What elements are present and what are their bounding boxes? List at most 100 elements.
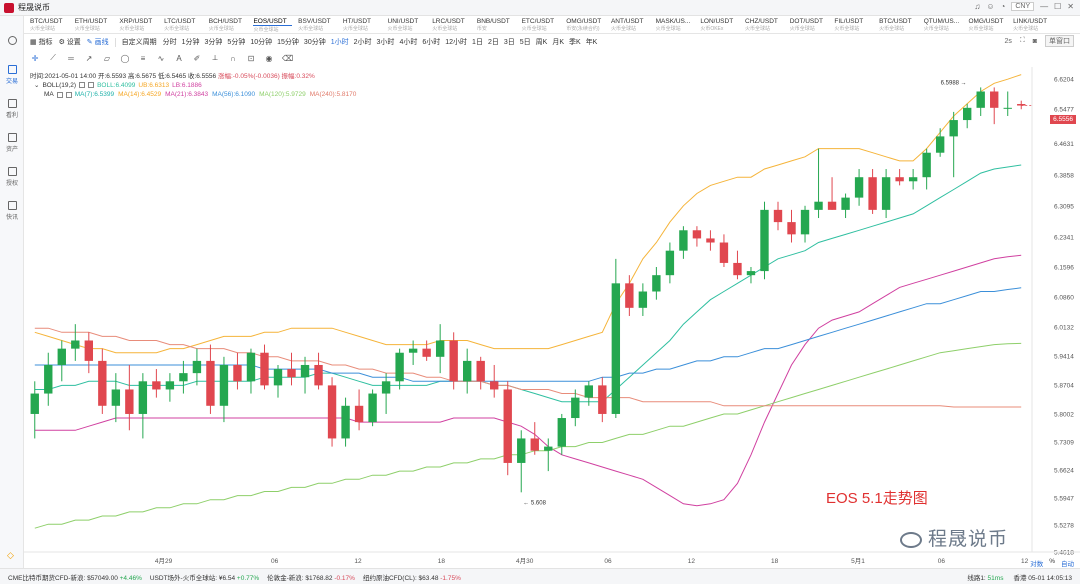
ticker-tab[interactable]: LTC/USDT 火币全球站 [164, 18, 196, 32]
ticker-tab[interactable]: DOT/USDT 火币全球站 [789, 18, 823, 32]
ticker-tab[interactable]: BCH/USDT 火币全球站 [208, 18, 242, 32]
channel-tool-icon[interactable]: ▱ [103, 53, 111, 63]
timeframe-option[interactable]: 分时 [162, 39, 177, 46]
ticker-tab[interactable]: OMG/USDT 币安(永续合约) [566, 18, 602, 32]
ticker-tab[interactable]: ANT/USDT 火币全球站 [610, 18, 644, 32]
ticker-tab[interactable]: CHZ/USDT 火币全球站 [745, 18, 778, 32]
ticker-tab[interactable]: LON/USDT 火币OKEx [700, 18, 734, 32]
fib-tool-icon[interactable]: ≡ [140, 53, 146, 63]
ticker-tab[interactable]: EOS/USDT 火币全球站 [247, 16, 293, 33]
sidebar-item-news[interactable]: 快讯 [0, 194, 24, 228]
timeframe-option[interactable]: 1日 [472, 39, 483, 46]
market-item[interactable]: USDT场外-火币全球站: ¥6.54 +0.77% [149, 574, 260, 582]
ticker-tab[interactable]: OMG/USDT 火币全球站 [968, 18, 1004, 32]
timeframe-option[interactable]: 2小时 [353, 39, 372, 46]
fullscreen-icon[interactable]: ⛶ [1019, 37, 1025, 44]
custom-period-button[interactable]: 自定义周期 [121, 39, 157, 46]
ticker-tab[interactable]: HT/USDT 火币全球站 [342, 18, 371, 32]
settings-button[interactable]: ⚙ 设置 [58, 39, 81, 46]
timeframe-option[interactable]: 3小时 [376, 39, 395, 46]
maximize-icon[interactable]: ☐ [1054, 2, 1062, 11]
ray-tool-icon[interactable]: ↗ [85, 53, 93, 63]
auto-scale-toggle[interactable]: 自动 [1061, 561, 1074, 568]
brush-tool-icon[interactable]: ✐ [193, 53, 201, 63]
timeframe-option[interactable]: 年K [585, 39, 598, 46]
ticker-tab[interactable]: QTUM/US... 火币全球站 [923, 18, 960, 32]
log-scale-toggle[interactable]: 对数 [1030, 561, 1044, 568]
crosshair-icon[interactable]: ✛ [31, 53, 39, 63]
timeframe-option[interactable]: 10分钟 [250, 39, 273, 46]
minimize-icon[interactable]: — [1040, 2, 1049, 11]
ticker-tab[interactable]: LRC/USDT 火币全球站 [432, 18, 465, 32]
ma-legend: MA MA(7):6.5399 MA(14):6.4529 MA(21):6.384… [44, 91, 357, 98]
ticker-tab[interactable]: FIL/USDT 火币全球站 [834, 18, 864, 32]
ticker-tab[interactable]: LINK/USDT 火币全球站 [1013, 18, 1048, 32]
news-icon [7, 201, 17, 210]
lock-tool-icon[interactable]: ⊡ [247, 53, 255, 63]
settings-icon[interactable] [79, 82, 86, 88]
sidebar-item-profit[interactable]: 看利 [0, 92, 24, 126]
close-icon[interactable] [65, 91, 72, 98]
ticker-tab[interactable]: XRP/USDT 火币全球站 [119, 18, 153, 32]
vip-icon[interactable]: ◇ [7, 550, 14, 560]
ticker-tab[interactable]: BTC/USDT 火币全球站 [30, 18, 63, 32]
sidebar-item-trade[interactable]: 交易 [0, 58, 24, 92]
timeframe-option[interactable]: 3分钟 [204, 39, 223, 46]
percent-toggle[interactable]: % [1049, 558, 1055, 565]
candlestick-chart[interactable]: 6.6204 6.5477 6.4631 6.3858 6.3095 6.2341 6.15… [24, 67, 1080, 568]
time-tick-label: 06 [271, 558, 279, 565]
timeframe-option[interactable]: 季K [569, 39, 581, 46]
sidebar-item-auth[interactable]: 授权 [0, 160, 24, 194]
timeframe-option[interactable]: 15分钟 [277, 39, 299, 46]
timeframe-option[interactable]: 5日 [519, 39, 531, 46]
ticker-tab[interactable]: BNB/USDT 币安 [476, 18, 510, 32]
ticker-tab[interactable]: UNI/USDT 火币全球站 [387, 18, 419, 32]
ticker-tab[interactable]: BTC/USDT 火币全球站 [879, 18, 912, 32]
ticker-tab[interactable]: BSV/USDT 火币全球站 [298, 18, 331, 32]
currency-select[interactable]: CNY [1011, 2, 1035, 11]
market-item[interactable]: 纽约原油CFD(CL): $63.48 -1.75% [362, 574, 461, 582]
wave-tool-icon[interactable]: ∿ [157, 53, 165, 63]
timeframe-option[interactable]: 5分钟 [227, 39, 246, 46]
eye-tool-icon[interactable]: ◉ [265, 53, 273, 63]
headset-icon[interactable]: ◔ [1000, 2, 1006, 11]
timeframe-option[interactable]: 3日 [503, 39, 515, 46]
user-icon[interactable]: ☺ [986, 2, 995, 11]
camera-icon[interactable]: ◙ [1032, 37, 1037, 45]
drawing-button[interactable]: ✎ 画线 [86, 39, 109, 46]
timeframe-option[interactable]: 1小时 [330, 39, 349, 46]
timeframe-option[interactable]: 12小时 [445, 39, 468, 46]
magnet-tool-icon[interactable]: ∩ [230, 53, 236, 63]
low-price-label: ← 5.608 [523, 500, 546, 506]
watermark: 程晟说币 [900, 524, 1008, 551]
line-tool-icon[interactable]: ⟋ [50, 53, 56, 62]
indicator-button[interactable]: ▦ 指标 [30, 39, 53, 46]
close-icon[interactable]: ✕ [1067, 2, 1074, 11]
refresh-rate[interactable]: 2s [1004, 37, 1012, 45]
ticker-tab[interactable]: ETC/USDT 火币全球站 [521, 18, 555, 32]
sidebar-item-assets[interactable]: 资产 [0, 126, 24, 160]
collapse-icon[interactable]: ⌄ [34, 82, 40, 89]
current-price-badge: 6.5556 [1050, 115, 1076, 124]
ticker-tab[interactable]: ETH/USDT 火币全球站 [74, 18, 108, 32]
timeframe-option[interactable]: 月K [552, 39, 565, 46]
window-mode-select[interactable]: 单窗口 [1045, 35, 1074, 47]
timeframe-option[interactable]: 6小时 [422, 39, 441, 46]
sidebar-item-add[interactable] [0, 24, 24, 58]
bell-icon[interactable]: ♫ [974, 2, 981, 11]
timeframe-option[interactable]: 周K [535, 39, 548, 46]
text-tool-icon[interactable]: A [176, 53, 182, 63]
market-item[interactable]: CME比特币期货CFD-新浪: $57049.00 +4.46% [8, 574, 142, 582]
timeframe-option[interactable]: 4小时 [399, 39, 418, 46]
ticker-tab[interactable]: MASK/US... 火币全球站 [655, 18, 691, 32]
timeframe-option[interactable]: 30分钟 [303, 39, 326, 46]
market-item[interactable]: 伦敦金-新浪: $1768.82 -0.17% [267, 574, 355, 582]
delete-tool-icon[interactable]: ⌫ [282, 53, 294, 63]
settings-icon[interactable] [56, 91, 63, 98]
close-icon[interactable] [88, 82, 95, 88]
timeframe-option[interactable]: 1分钟 [181, 39, 200, 46]
timeframe-option[interactable]: 2日 [487, 39, 499, 46]
circle-tool-icon[interactable]: ◯ [120, 53, 130, 63]
hline-tool-icon[interactable]: ═ [68, 53, 74, 63]
measure-tool-icon[interactable]: ⟂ [212, 53, 218, 62]
